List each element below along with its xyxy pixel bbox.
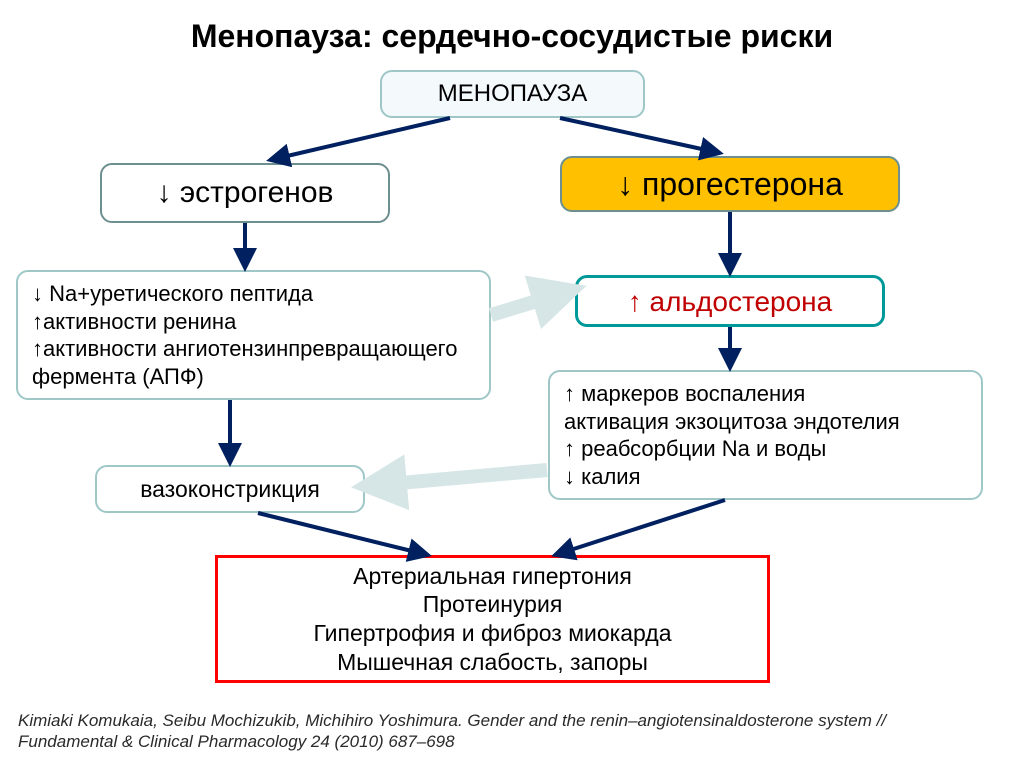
node-estrogens: ↓ эстрогенов xyxy=(100,163,390,223)
node-aldosterone: ↑ альдостерона xyxy=(575,275,885,327)
citation: Kimiaki Komukaia, Seibu Mochizukib, Mich… xyxy=(18,710,886,753)
raas-line-3: фермента (АПФ) xyxy=(32,363,204,391)
node-estrogens-label: ↓ эстрогенов xyxy=(157,174,334,212)
outcome-line-1: Протеинурия xyxy=(423,590,563,619)
raas-line-1: ↑активности ренина xyxy=(32,308,236,336)
node-progesterone: ↓ прогестерона xyxy=(560,156,900,212)
node-aldosterone-effects: ↑ маркеров воспаления активация экзоцито… xyxy=(548,370,983,500)
aldo-line-3: ↓ калия xyxy=(564,463,641,491)
node-vasoconstriction-label: вазоконстрикция xyxy=(140,475,320,504)
aldo-line-2: ↑ реабсорбции Na и воды xyxy=(564,435,826,463)
outcome-line-3: Мышечная слабость, запоры xyxy=(337,648,648,677)
citation-line-0: Kimiaki Komukaia, Seibu Mochizukib, Mich… xyxy=(18,710,886,731)
node-outcomes-lines: Артериальная гипертония Протеинурия Гипе… xyxy=(218,558,767,680)
node-menopause: МЕНОПАУЗА xyxy=(380,70,645,118)
raas-line-0: ↓ Na+уретического пептида xyxy=(32,280,313,308)
diagram-canvas: Менопауза: сердечно-сосудистые риски МЕН… xyxy=(0,0,1024,767)
outcome-line-0: Артериальная гипертония xyxy=(353,562,632,591)
node-raas-effects-lines: ↓ Na+уретического пептида ↑активности ре… xyxy=(18,272,489,398)
node-aldosterone-label: ↑ альдостерона xyxy=(628,284,832,319)
aldo-line-0: ↑ маркеров воспаления xyxy=(564,380,805,408)
node-aldosterone-effects-lines: ↑ маркеров воспаления активация экзоцито… xyxy=(550,372,981,498)
node-raas-effects: ↓ Na+уретического пептида ↑активности ре… xyxy=(16,270,491,400)
citation-line-1: Fundamental & Clinical Pharmacology 24 (… xyxy=(18,731,886,752)
raas-line-2: ↑активности ангиотензинпревращающего xyxy=(32,335,457,363)
node-progesterone-label: ↓ прогестерона xyxy=(617,164,843,204)
node-outcomes: Артериальная гипертония Протеинурия Гипе… xyxy=(215,555,770,683)
node-vasoconstriction: вазоконстрикция xyxy=(95,465,365,513)
outcome-line-2: Гипертрофия и фиброз миокарда xyxy=(313,619,671,648)
node-menopause-label: МЕНОПАУЗА xyxy=(438,79,587,109)
page-title: Менопауза: сердечно-сосудистые риски xyxy=(0,18,1024,55)
aldo-line-1: активация экзоцитоза эндотелия xyxy=(564,408,900,436)
